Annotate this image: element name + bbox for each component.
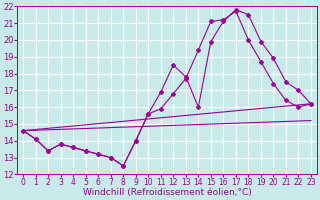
X-axis label: Windchill (Refroidissement éolien,°C): Windchill (Refroidissement éolien,°C) [83,188,252,197]
